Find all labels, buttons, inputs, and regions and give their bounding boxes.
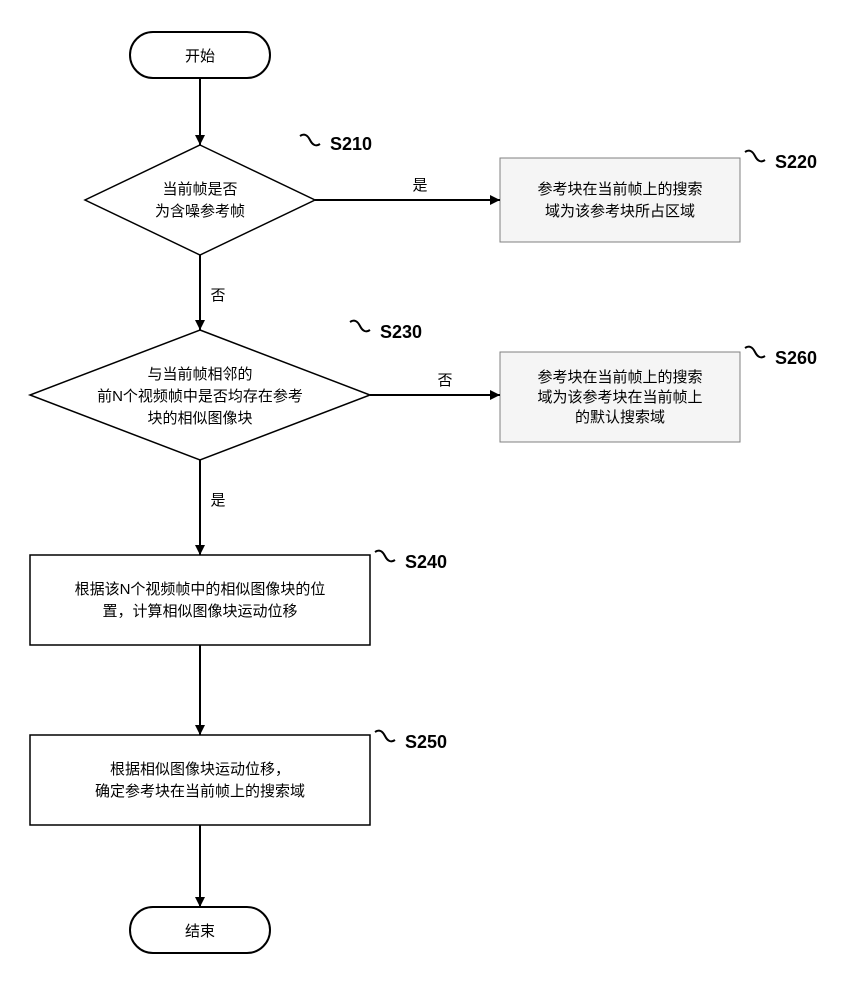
decision-s210: 当前帧是否 为含噪参考帧	[85, 145, 315, 255]
d1-line2: 为含噪参考帧	[155, 203, 245, 220]
edge-d2-s260-label: 否	[437, 372, 452, 389]
end-node: 结束	[130, 907, 270, 953]
edge-d2-s240-label: 是	[210, 492, 225, 509]
rect-s220: 参考块在当前帧上的搜索 域为该参考块所占区域	[500, 158, 740, 242]
start-label: 开始	[185, 48, 215, 65]
s250-line1: 根据相似图像块运动位移，	[110, 761, 290, 778]
s260-line3: 的默认搜索域	[575, 409, 665, 426]
d2-line2: 前N个视频帧中是否均存在参考	[97, 388, 303, 405]
start-node: 开始	[130, 32, 270, 78]
curly-s240	[375, 551, 395, 562]
d2-line1: 与当前帧相邻的	[147, 366, 252, 383]
curly-s210	[300, 135, 320, 146]
end-label: 结束	[185, 923, 215, 940]
process-s240: 根据该N个视频帧中的相似图像块的位 置，计算相似图像块运动位移	[30, 555, 370, 645]
tag-s210: S210	[330, 134, 372, 154]
curly-s220	[745, 151, 765, 162]
s250-line2: 确定参考块在当前帧上的搜索域	[95, 783, 305, 800]
s240-line2: 置，计算相似图像块运动位移	[102, 602, 297, 620]
flowchart-canvas: 开始 当前帧是否 为含噪参考帧 S210 参考块在当前帧上的搜索 域为该参考块所…	[0, 0, 864, 1000]
s260-line1: 参考块在当前帧上的搜索	[537, 369, 702, 386]
s260-line2: 域为该参考块在当前帧上	[537, 389, 702, 406]
curly-s260	[745, 347, 765, 358]
edge-d1-s220-label: 是	[412, 177, 427, 194]
s240-line1: 根据该N个视频帧中的相似图像块的位	[75, 581, 326, 598]
tag-s240: S240	[405, 552, 447, 572]
d2-line3: 块的相似图像块	[147, 410, 252, 427]
tag-s260: S260	[775, 348, 817, 368]
process-s250: 根据相似图像块运动位移， 确定参考块在当前帧上的搜索域	[30, 735, 370, 825]
tag-s250: S250	[405, 732, 447, 752]
tag-s220: S220	[775, 152, 817, 172]
d1-line1: 当前帧是否	[162, 181, 237, 198]
edge-d1-d2-label: 否	[210, 287, 225, 304]
curly-s250	[375, 731, 395, 742]
decision-s230: 与当前帧相邻的 前N个视频帧中是否均存在参考 块的相似图像块	[30, 330, 370, 460]
tag-s230: S230	[380, 322, 422, 342]
s220-line2: 域为该参考块所占区域	[545, 203, 695, 220]
curly-s230	[350, 321, 370, 332]
rect-s260: 参考块在当前帧上的搜索 域为该参考块在当前帧上 的默认搜索域	[500, 352, 740, 442]
s220-line1: 参考块在当前帧上的搜索	[537, 181, 702, 198]
